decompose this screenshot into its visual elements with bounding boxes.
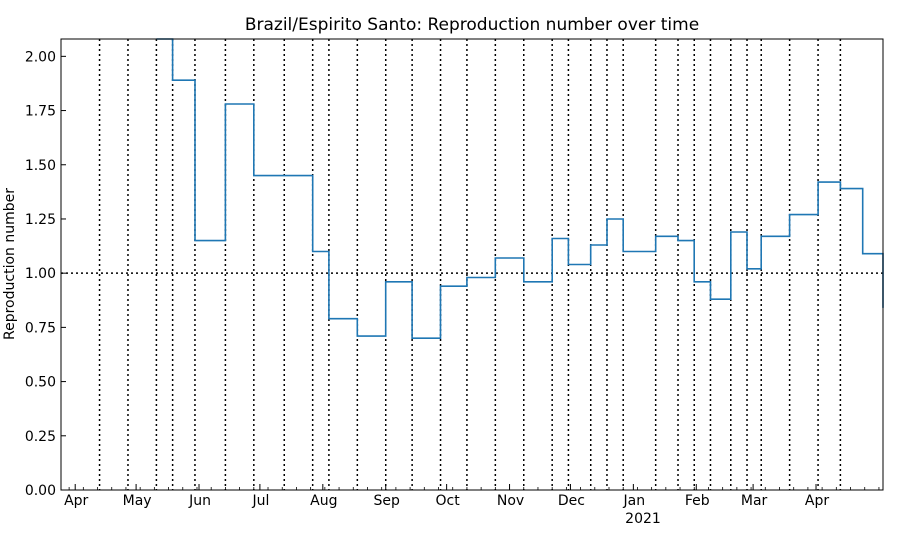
x-tick-label-11: Mar [741,493,768,509]
x-tick-label-1: May [123,493,152,509]
x-tick-label-12: Apr [805,493,829,509]
y-tick-label-1: 0.25 [25,429,56,445]
x-year-label: 2021 [625,511,661,527]
series-group [156,38,884,339]
plot-frame [60,38,884,491]
y-tick-label-6: 1.50 [25,158,56,174]
y-tick-label-4: 1.00 [25,266,56,282]
y-tick-label-2: 0.50 [25,375,56,391]
x-axis: Apr May Jun Jul Aug Sep Oct Nov Dec Jan Feb Mar Apr [64,484,880,509]
y-axis: 0.00 0.25 0.50 0.75 1.00 1.25 1.50 1.75 2.00 [25,49,66,499]
x-tick-label-0: Apr [64,493,88,509]
x-tick-label-7: Nov [497,493,524,509]
x-tick-label-9: Jan [623,493,646,509]
changepoint-lines [98,39,842,490]
x-tick-label-8: Dec [558,493,585,509]
chart-title: Brazil/Espirito Santo: Reproduction numb… [245,15,699,35]
y-tick-label-3: 0.75 [25,320,56,336]
x-tick-label-10: Feb [685,493,710,509]
x-tick-label-3: Jul [251,493,269,509]
y-axis-label: Reproduction number [2,188,18,340]
x-tick-label-5: Sep [374,493,401,509]
x-tick-label-6: Oct [436,493,461,509]
series-line-0 [156,38,884,339]
y-tick-label-5: 1.25 [25,212,56,228]
x-tick-label-2: Jun [188,493,211,509]
y-tick-label-0: 0.00 [25,483,56,499]
y-tick-label-8: 2.00 [25,49,56,65]
y-tick-label-7: 1.75 [25,104,56,120]
x-tick-label-4: Aug [310,493,337,509]
